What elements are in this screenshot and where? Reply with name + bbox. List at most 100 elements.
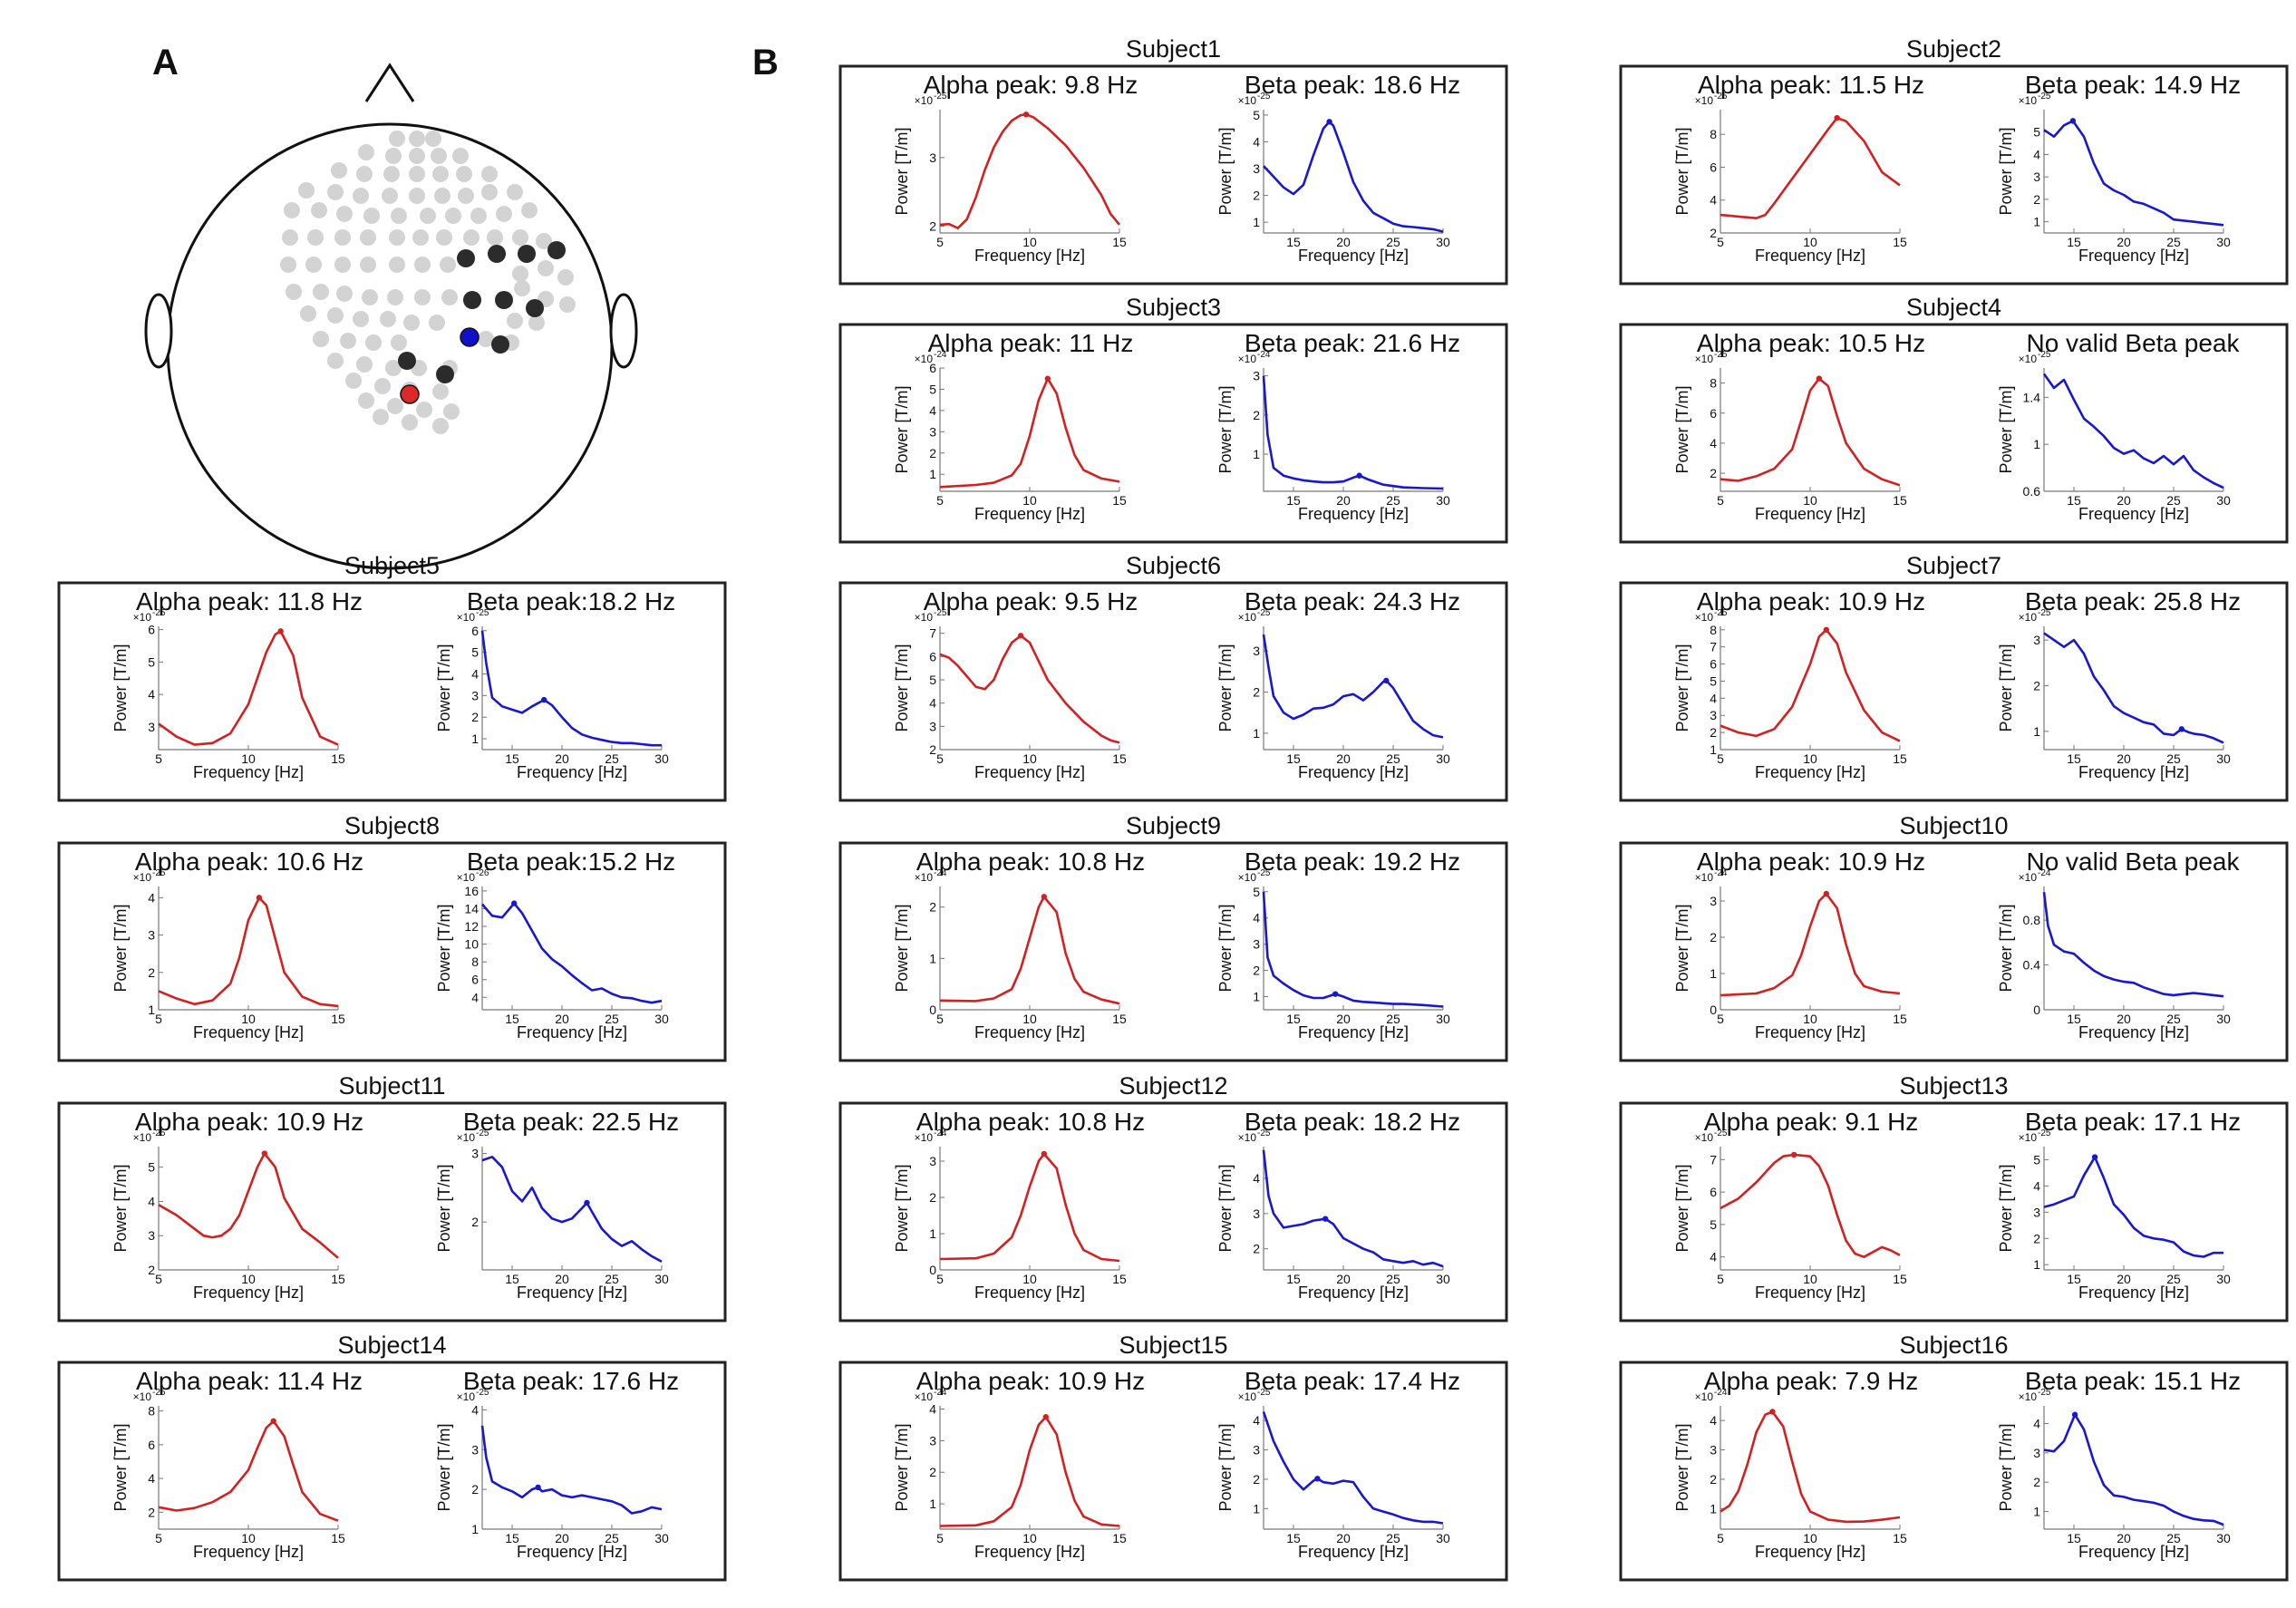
subject-title: Subject4 (1906, 294, 2001, 321)
y-axis-label: Power [T/m] (111, 1164, 130, 1252)
y-exponent-power: -25 (2038, 608, 2051, 618)
y-axis-label: Power [T/m] (893, 1164, 911, 1252)
y-tick-label: 1 (1253, 1501, 1260, 1516)
y-tick-label: 4 (148, 1471, 155, 1486)
y-exponent: ×10 (457, 1131, 476, 1144)
x-tick-label: 10 (1022, 751, 1037, 766)
x-tick-label: 20 (2117, 235, 2131, 249)
y-tick-label: 2 (929, 742, 936, 757)
y-axis-label: Power [T/m] (1673, 1164, 1691, 1252)
y-axis-label: Power [T/m] (1997, 1423, 2015, 1511)
x-tick-label: 20 (555, 1012, 569, 1026)
y-exponent: ×10 (1238, 611, 1257, 624)
sensor-gray (353, 188, 369, 204)
peak-marker (1790, 1151, 1797, 1158)
x-tick-label: 15 (331, 751, 345, 766)
y-tick-label: 3 (2033, 633, 2040, 647)
peak-marker (511, 900, 518, 906)
x-axis-label: Frequency [Hz] (193, 1543, 304, 1561)
sensor-gray (382, 188, 398, 204)
sensor-gray (429, 315, 445, 331)
y-exponent-power: -25 (152, 1129, 166, 1138)
y-tick-label: 8 (1710, 376, 1717, 391)
sensor-gray (336, 206, 353, 222)
sensor-gray (360, 257, 376, 273)
y-exponent-power: -25 (1714, 92, 1728, 102)
x-tick-label: 25 (1386, 751, 1400, 766)
sensor-gray (374, 378, 391, 394)
y-tick-label: 5 (1253, 885, 1260, 899)
subject-title: Subject6 (1126, 552, 1221, 579)
peak-marker (277, 628, 284, 634)
sensor-gray (284, 202, 300, 218)
subject-frame (1619, 581, 2289, 802)
sensor-gray (441, 289, 458, 305)
beta-peak-title: Beta peak: 17.4 Hz (1245, 1367, 1460, 1395)
sensor-gray (300, 305, 316, 322)
x-tick-label: 15 (2067, 751, 2081, 766)
y-tick-label: 4 (1710, 1250, 1717, 1264)
x-tick-label: 15 (1893, 751, 1907, 766)
subject-frame (57, 841, 727, 1062)
sensor-gray (432, 166, 449, 182)
spectrum-line (1262, 1411, 1444, 1525)
alpha-peak-title: Alpha peak: 11 Hz (928, 329, 1134, 357)
x-tick-label: 25 (1386, 493, 1400, 508)
sensor-selected (495, 291, 513, 309)
subject-frame (57, 581, 727, 802)
peak-marker (1823, 626, 1830, 633)
peak-marker (1326, 119, 1332, 125)
x-tick-label: 20 (2117, 1531, 2131, 1545)
x-tick-label: 30 (2216, 1531, 2231, 1545)
y-exponent: ×10 (1695, 1131, 1714, 1144)
y-tick-label: 2 (929, 446, 936, 460)
sensor-gray (389, 131, 405, 147)
y-exponent-power: -25 (1257, 1129, 1271, 1138)
y-tick-label: 16 (464, 884, 479, 898)
sensor-gray (327, 353, 344, 369)
peak-marker (261, 1150, 268, 1157)
y-exponent: ×10 (133, 1390, 152, 1403)
x-tick-label: 10 (1022, 235, 1037, 249)
sensor-gray (432, 418, 449, 434)
beta-peak-title: Beta peak: 18.6 Hz (1245, 71, 1460, 99)
x-axis-label: Frequency [Hz] (974, 763, 1085, 781)
y-tick-label: 5 (929, 382, 936, 396)
sensor-gray (416, 402, 432, 418)
y-tick-label: 4 (1253, 1171, 1260, 1186)
beta-peak-title: No valid Beta peak (2026, 848, 2240, 876)
y-tick-label: 4 (148, 890, 155, 905)
sensor-gray (391, 334, 407, 351)
y-tick-label: 3 (148, 720, 155, 734)
peak-marker (1816, 375, 1823, 382)
y-tick-label: 7 (929, 626, 936, 641)
spectrum-line (939, 634, 1120, 744)
x-tick-label: 5 (936, 235, 944, 249)
y-tick-label: 2 (929, 1465, 936, 1479)
y-tick-label: 0.8 (2023, 913, 2041, 927)
x-axis-label: Frequency [Hz] (517, 763, 627, 781)
sensor-gray (365, 334, 382, 351)
sensor-gray (496, 206, 512, 222)
spectrum-line (1720, 628, 1901, 742)
alpha-peak-title: Alpha peak: 10.9 Hz (135, 1108, 363, 1136)
x-tick-label: 25 (605, 751, 619, 766)
spectrum-line (939, 896, 1120, 1005)
peak-marker (1322, 1216, 1329, 1222)
y-tick-label: 5 (1253, 108, 1260, 122)
y-exponent: ×10 (2019, 94, 2038, 107)
alpha-peak-title: Alpha peak: 10.8 Hz (916, 1108, 1145, 1136)
x-tick-label: 25 (1386, 1272, 1400, 1286)
subject-frame (838, 1361, 1508, 1582)
y-tick-label: 2 (929, 218, 936, 233)
sensor-gray (512, 266, 528, 282)
sensor-selected (436, 365, 454, 383)
sensor-gray (340, 333, 356, 349)
y-exponent-power: -25 (476, 1388, 489, 1398)
sensor-gray (512, 229, 528, 246)
spectrum-line (158, 896, 339, 1008)
y-axis-label: Power [T/m] (111, 644, 130, 731)
y-tick-label: 3 (2033, 1446, 2040, 1460)
